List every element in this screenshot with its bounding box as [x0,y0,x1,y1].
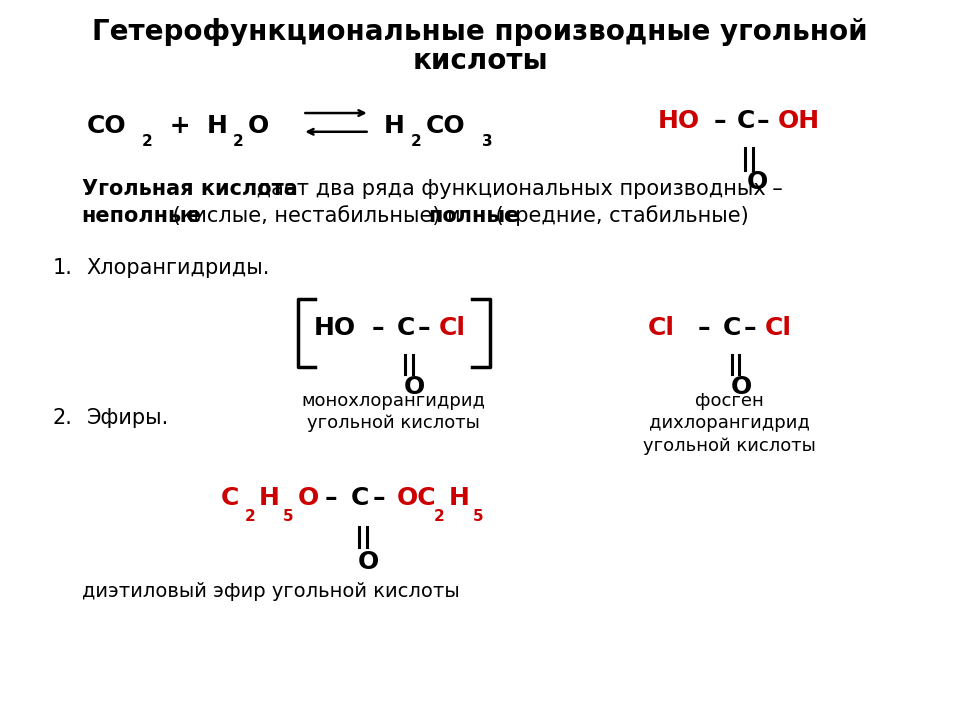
Text: H: H [384,114,405,138]
Text: H: H [259,486,280,510]
Text: Хлорангидриды.: Хлорангидриды. [86,258,270,278]
Text: 2: 2 [411,135,421,149]
Text: –: – [713,109,726,133]
Text: Гетерофункциональные производные угольной: Гетерофункциональные производные угольно… [92,19,868,46]
Text: H: H [448,486,469,510]
Text: 5: 5 [283,509,294,523]
Text: OH: OH [778,109,820,133]
Text: O: O [404,375,425,400]
Text: 5: 5 [472,509,483,523]
Text: кислоты: кислоты [412,48,548,75]
Text: Угольная кислота: Угольная кислота [82,179,298,199]
Text: C: C [221,486,239,510]
Text: –: – [698,315,710,340]
Text: неполные: неполные [82,206,202,226]
Text: 3: 3 [482,135,492,149]
Text: угольной кислоты: угольной кислоты [643,436,816,455]
Text: –: – [756,109,769,133]
Text: 2: 2 [232,135,243,149]
Text: 2: 2 [434,509,444,523]
Text: O: O [731,375,752,400]
Text: 1.: 1. [53,258,73,278]
Text: (кислые, нестабильные) и: (кислые, нестабильные) и [166,206,468,226]
Text: H: H [206,114,228,138]
Text: Cl: Cl [648,315,675,340]
Text: O: O [248,114,269,138]
Text: CO: CO [86,114,126,138]
Text: –: – [744,315,756,340]
Text: –: – [372,486,385,510]
Text: Cl: Cl [765,315,792,340]
Text: 2.: 2. [53,408,73,428]
Text: –: – [372,315,384,340]
Text: C: C [723,315,741,340]
Text: угольной кислоты: угольной кислоты [307,415,480,432]
Text: –: – [418,315,430,340]
Text: OC: OC [396,486,436,510]
Text: O: O [358,549,379,574]
Text: фосген: фосген [695,392,764,410]
Text: Эфиры.: Эфиры. [86,408,169,428]
Text: HO: HO [658,109,700,133]
Text: O: O [747,170,768,194]
Text: O: O [298,486,319,510]
Text: 2: 2 [245,509,255,523]
Text: C: C [350,486,369,510]
Text: монохлорангидрид: монохлорангидрид [301,392,486,410]
Text: полные: полные [428,206,519,226]
Text: Cl: Cl [439,315,466,340]
Text: дихлорангидрид: дихлорангидрид [649,415,810,432]
Text: дает два ряда функциональных производных –: дает два ряда функциональных производных… [250,179,782,199]
Text: C: C [396,315,415,340]
Text: C: C [736,109,755,133]
Text: CO: CO [425,114,465,138]
Text: 2: 2 [142,135,153,149]
Text: (средние, стабильные): (средние, стабильные) [489,206,749,226]
Text: HO: HO [314,315,356,340]
Text: +: + [161,114,208,138]
Text: диэтиловый эфир угольной кислоты: диэтиловый эфир угольной кислоты [82,582,459,601]
Text: –: – [324,486,337,510]
